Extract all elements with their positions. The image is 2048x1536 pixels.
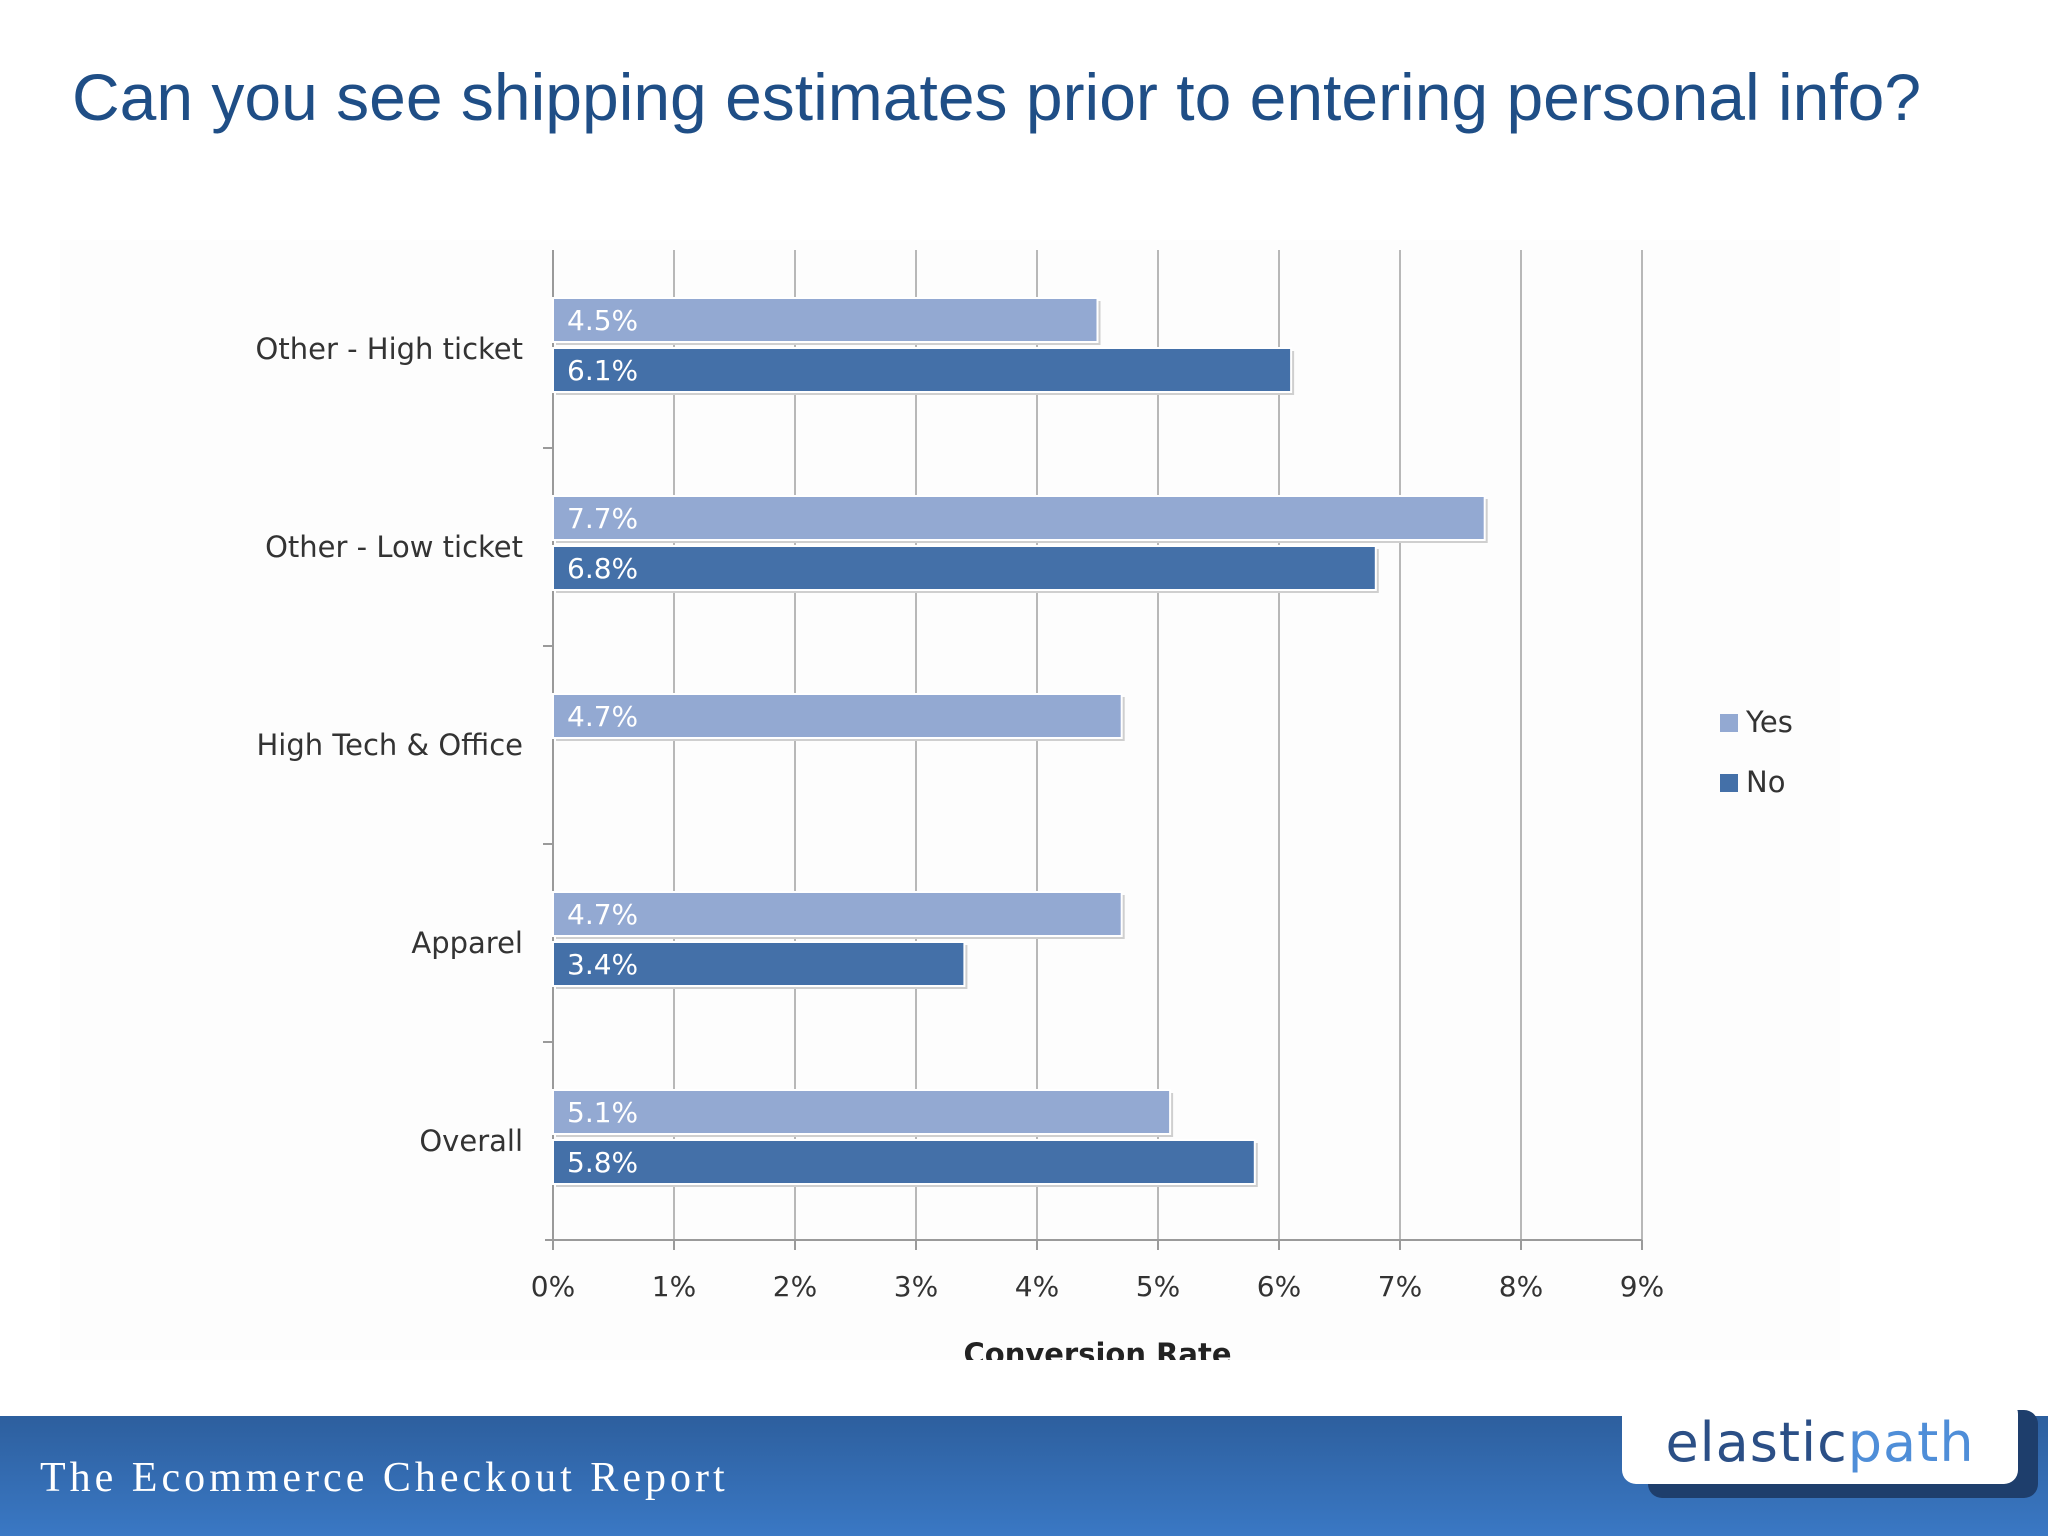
x-tick-label: 2%	[773, 1270, 817, 1303]
chart-area: 0% 1% 2% 3% 4% 5% 6% 7% 8% 9% Conversion Rate Other…	[60, 240, 1840, 1360]
logo-part-elastic: elastic	[1665, 1410, 1848, 1474]
data-label-no-overall: 5.8%	[567, 1146, 638, 1179]
x-tick-label: 3%	[894, 1270, 938, 1303]
bar-yes-other-high-ticket	[552, 297, 1099, 343]
legend-swatch-yes	[1720, 714, 1738, 732]
data-label-yes-other-low-ticket: 7.7%	[567, 502, 638, 535]
bar-yes-high-tech-office	[552, 693, 1123, 739]
legend-swatch-no	[1720, 774, 1738, 792]
logo-wordmark: elasticpath	[1665, 1411, 1974, 1474]
footer-report-title: The Ecommerce Checkout Report	[40, 1455, 729, 1501]
slide-title: Can you see shipping estimates prior to …	[72, 60, 1922, 134]
data-label-yes-overall: 5.1%	[567, 1096, 638, 1129]
x-axis-title: Conversion Rate	[963, 1337, 1231, 1360]
bar-yes-overall	[552, 1089, 1172, 1135]
bar-no-apparel	[552, 941, 966, 987]
logo-part-path: path	[1847, 1410, 1975, 1474]
data-label-no-other-low-ticket: 6.8%	[567, 552, 638, 585]
x-tick-label: 1%	[652, 1270, 696, 1303]
category-label-high-tech-office: High Tech & Office	[256, 728, 523, 762]
category-label-overall: Overall	[419, 1124, 523, 1158]
x-tick-label: 5%	[1136, 1270, 1180, 1303]
bar-no-other-high-ticket	[552, 347, 1293, 393]
category-label-apparel: Apparel	[411, 926, 523, 960]
bar-yes-other-low-ticket	[552, 495, 1486, 541]
x-tick-label: 4%	[1015, 1270, 1059, 1303]
bar-yes-apparel	[552, 891, 1123, 937]
data-label-yes-high-tech-office: 4.7%	[567, 700, 638, 733]
x-tick-label: 0%	[531, 1270, 575, 1303]
data-label-yes-apparel: 4.7%	[567, 898, 638, 931]
x-tick-label: 6%	[1257, 1270, 1301, 1303]
bar-no-overall	[552, 1139, 1256, 1185]
bar-no-other-low-ticket	[552, 545, 1377, 591]
x-tick-label: 7%	[1378, 1270, 1422, 1303]
x-tick-label: 9%	[1620, 1270, 1664, 1303]
category-label-other-low-ticket: Other - Low ticket	[265, 530, 523, 564]
data-label-no-other-high-ticket: 6.1%	[567, 354, 638, 387]
x-tick-label: 8%	[1499, 1270, 1543, 1303]
legend-label-no: No	[1746, 765, 1785, 799]
data-label-no-apparel: 3.4%	[567, 948, 638, 981]
data-label-yes-other-high-ticket: 4.5%	[567, 304, 638, 337]
category-label-other-high-ticket: Other - High ticket	[256, 332, 523, 366]
bar-chart: 0% 1% 2% 3% 4% 5% 6% 7% 8% 9% Conversion Rate Other…	[256, 250, 1793, 1360]
legend-label-yes: Yes	[1745, 705, 1793, 739]
elasticpath-logo: elasticpath	[1622, 1400, 2018, 1484]
